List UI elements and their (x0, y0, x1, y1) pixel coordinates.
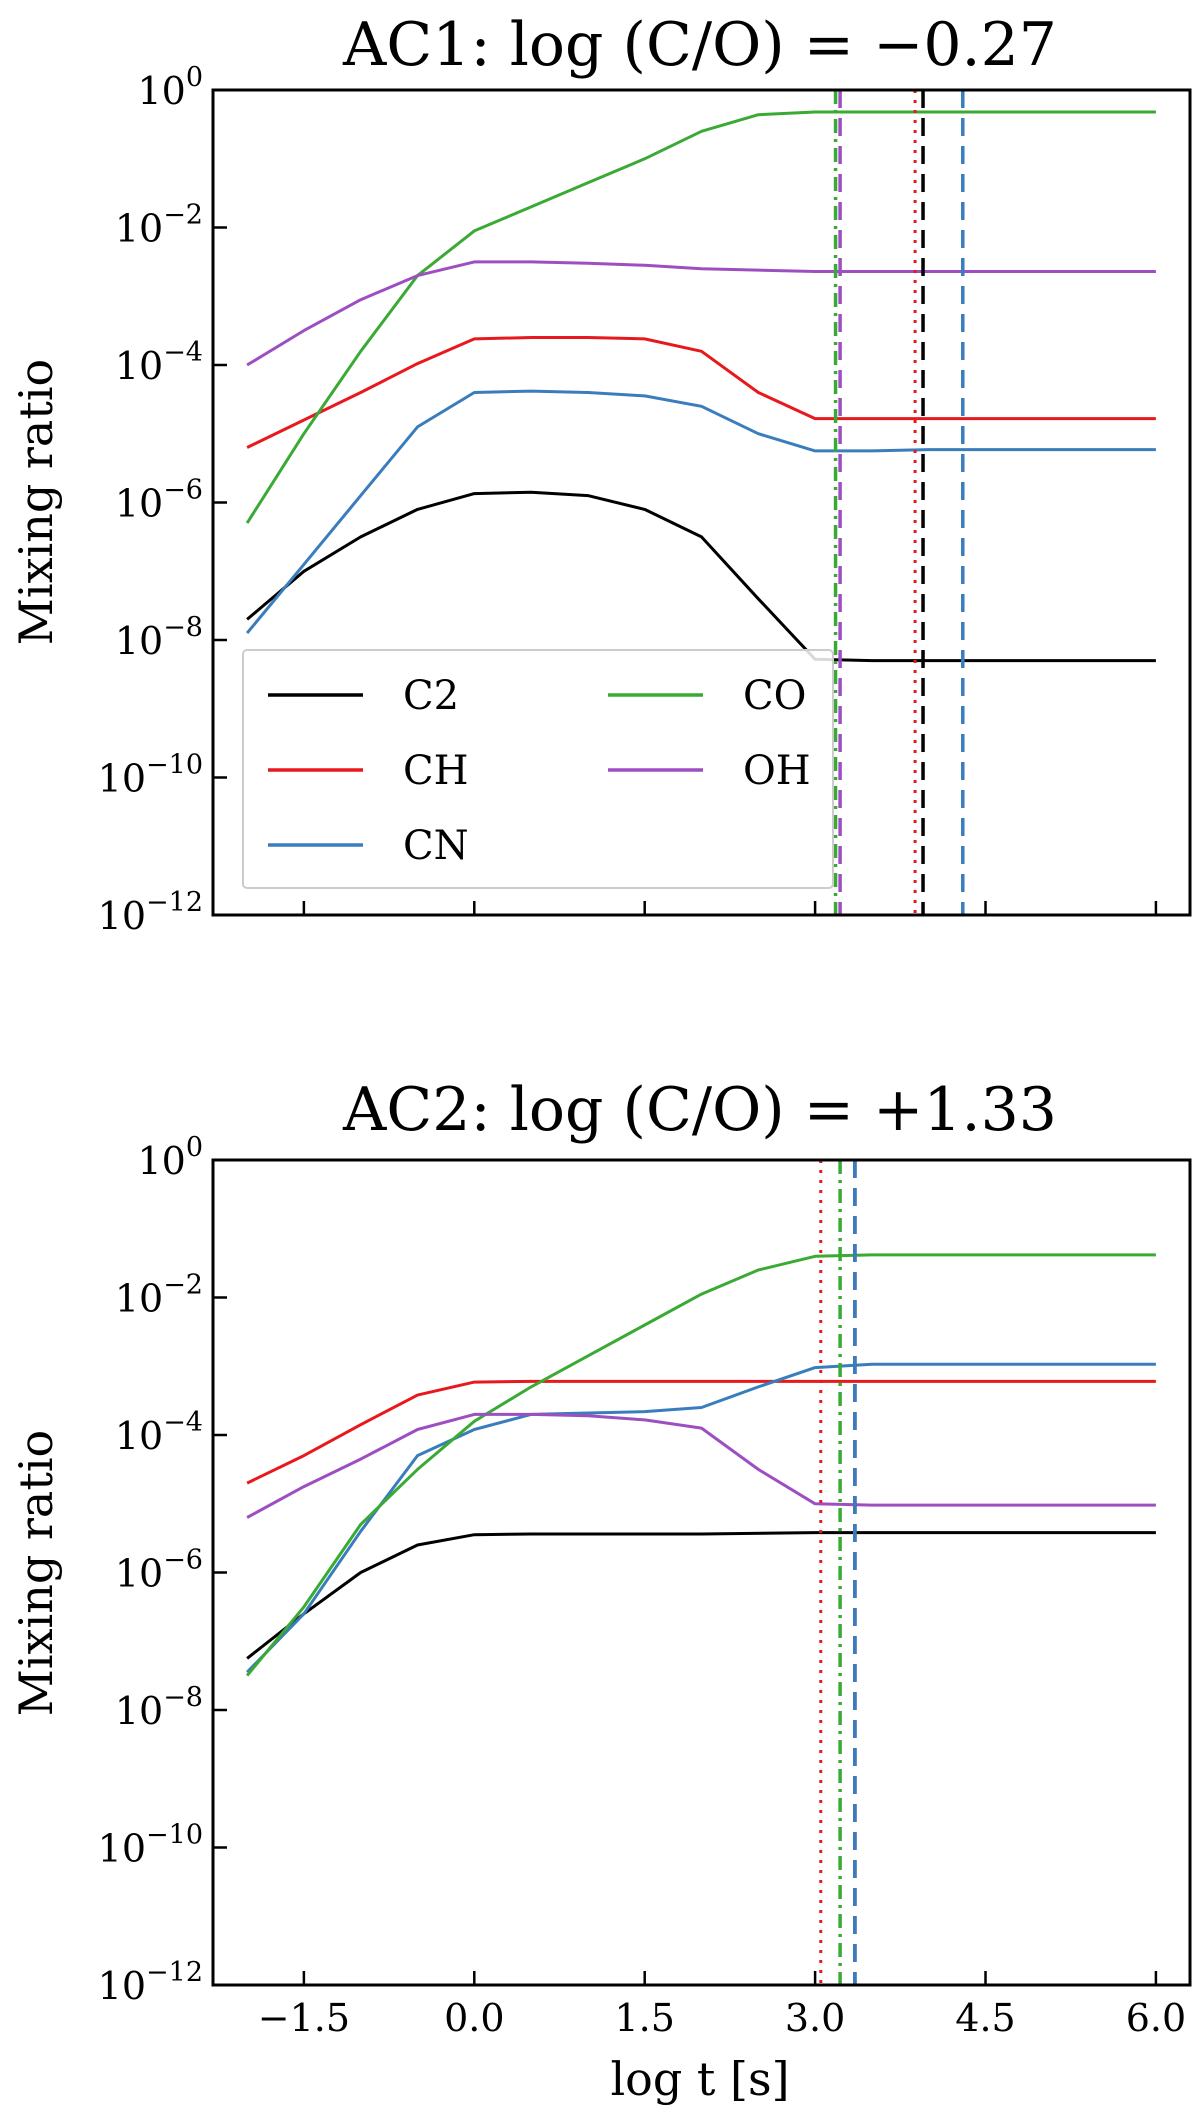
y-tick-label-ac2: 10−2 (115, 1270, 203, 1321)
series-line-oh-ac2 (246, 1412, 1156, 1519)
series-line-oh-ac1 (246, 260, 1156, 367)
plot-area-ac1: 100 10−2 10−4 10−6 10−8 10−10 10−12 C2 CH CN CO OH (98, 62, 1192, 938)
series-group-ac1 (245, 90, 1156, 915)
y-tick-label-ac1: 10−4 (115, 337, 203, 388)
legend-label-co: CO (743, 673, 806, 719)
series-line-co-ac2 (245, 1253, 1156, 1677)
series-line-co-ac1 (245, 110, 1156, 524)
legend-label-oh: OH (743, 748, 811, 794)
series-line-ch-ac1 (246, 336, 1156, 449)
series-group-ac2 (245, 1160, 1156, 1985)
legend-label-cn: CN (403, 823, 469, 869)
chart-title-ac1: AC1: log (C/O) = −0.27 (342, 10, 1057, 80)
y-tick-label-ac1: 100 (137, 62, 203, 113)
x-tick-label-ac2: 3.0 (785, 1996, 845, 2040)
x-tick-label-ac2: 1.5 (614, 1996, 674, 2040)
y-tick-label-ac1: 10−2 (115, 200, 203, 251)
x-tick-label-ac2: 0.0 (444, 1996, 504, 2040)
y-tick-label-ac2: 10−8 (115, 1682, 203, 1733)
y-tick-label-ac2: 10−10 (98, 1820, 203, 1871)
legend-label-c2: C2 (403, 673, 459, 719)
legend-label-ch: CH (403, 748, 469, 794)
y-tick-label-ac1: 10−6 (115, 475, 203, 526)
y-tick-label-ac2: 10−12 (98, 1957, 203, 2008)
y-tick-label-ac2: 10−6 (115, 1545, 203, 1596)
y-tick-label-ac1: 10−10 (98, 750, 203, 801)
plot-area-ac2: 100 10−2 10−4 10−6 10−8 10−10 10−12 −1.5 0.0 1.5 3… (98, 1132, 1192, 2040)
legend-box (242, 649, 834, 889)
series-line-c2-ac1 (246, 490, 1156, 663)
panel-ac2: AC2: log (C/O) = +1.33 Mixing ratio log … (9, 1075, 1192, 2106)
series-line-cn-ac2 (246, 1362, 1156, 1674)
chart-title-ac2: AC2: log (C/O) = +1.33 (342, 1075, 1057, 1145)
y-tick-label-ac2: 10−4 (115, 1407, 203, 1458)
y-axis-label-ac2: Mixing ratio (9, 1430, 63, 1716)
series-line-c2-ac2 (246, 1531, 1156, 1660)
x-tick-label-ac2: −1.5 (258, 1996, 350, 2040)
panel-ac1: AC1: log (C/O) = −0.27 Mixing ratio 1001… (9, 10, 1192, 938)
x-tick-label-ac2: 6.0 (1126, 1996, 1186, 2040)
x-axis-label: log t [s] (610, 2052, 789, 2106)
y-axis-label-ac1: Mixing ratio (9, 359, 63, 645)
y-tick-label-ac1: 10−8 (115, 612, 203, 663)
series-line-cn-ac1 (245, 389, 1156, 635)
y-tick-label-ac1: 10−12 (98, 887, 203, 938)
y-tick-label-ac2: 100 (137, 1132, 203, 1183)
legend: C2 CH CN CO OH (242, 649, 834, 889)
x-tick-label-ac2: 4.5 (955, 1996, 1015, 2040)
series-line-ch-ac2 (246, 1379, 1156, 1485)
